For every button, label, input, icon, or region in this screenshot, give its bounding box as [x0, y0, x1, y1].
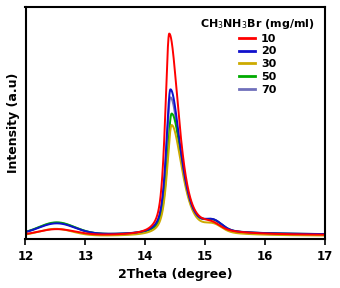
X-axis label: 2Theta (degree): 2Theta (degree)	[118, 268, 233, 281]
Y-axis label: Intensity (a.u): Intensity (a.u)	[7, 73, 20, 173]
Legend: 10, 20, 30, 50, 70: 10, 20, 30, 50, 70	[196, 12, 319, 99]
